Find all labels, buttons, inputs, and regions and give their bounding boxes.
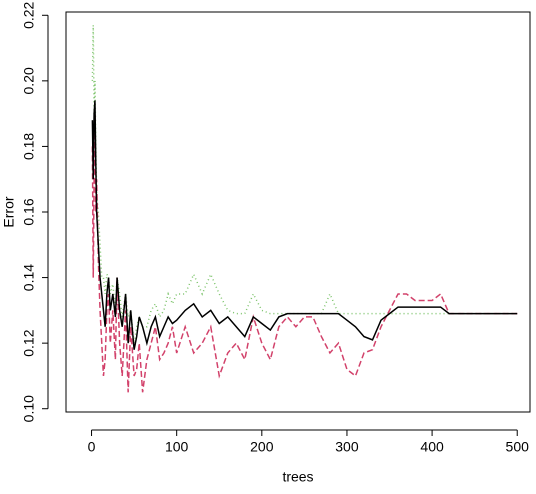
y-tick-label: 0.22 [21,1,37,28]
y-tick-label: 0.12 [21,329,37,356]
x-tick-label: 100 [165,439,189,455]
x-tick-label: 200 [250,439,274,455]
y-tick-label: 0.20 [21,67,37,94]
x-tick-label: 400 [420,439,444,455]
y-tick-label: 0.16 [21,198,37,225]
x-tick-label: 0 [88,439,96,455]
plot-box [65,11,531,413]
error-line [91,25,518,344]
y-tick-label: 0.14 [21,264,37,291]
error-line [91,113,518,393]
y-tick-label: 0.18 [21,133,37,160]
x-axis-label: trees [282,469,313,485]
x-tick-label: 300 [335,439,359,455]
error-line [91,100,518,350]
y-tick-label: 0.10 [21,395,37,422]
y-axis-label: Error [1,196,17,227]
x-tick-label: 500 [506,439,530,455]
